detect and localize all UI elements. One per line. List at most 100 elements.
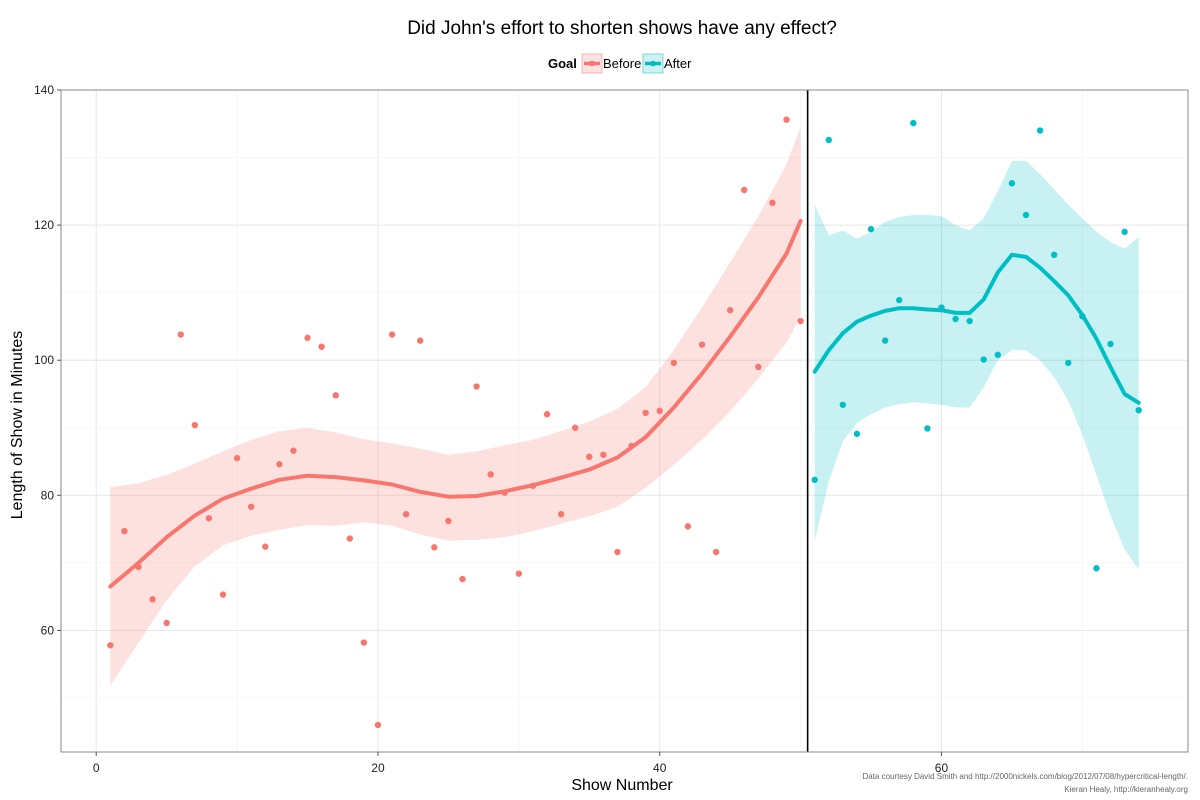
data-point-before: [571, 424, 579, 431]
data-point-before: [712, 548, 720, 556]
data-point-before: [149, 596, 156, 603]
smooth-lines: [108, 219, 1141, 589]
legend-title: Goal: [548, 56, 577, 71]
data-point-before: [233, 454, 241, 462]
data-point-after: [910, 119, 917, 127]
y-axis-title: Length of Show in Minutes: [9, 331, 26, 520]
data-point-after: [839, 401, 847, 408]
data-point-before: [402, 511, 410, 518]
data-point-after: [1107, 340, 1114, 348]
legend-label-before: Before: [603, 56, 641, 71]
data-point-before: [698, 341, 706, 348]
data-point-after: [1022, 211, 1030, 219]
data-point-before: [487, 471, 494, 478]
data-point-before: [332, 392, 339, 399]
data-point-after: [811, 476, 818, 483]
data-point-before: [276, 461, 283, 468]
data-point-before: [755, 363, 762, 371]
data-point-after: [1135, 406, 1142, 414]
data-point-before: [262, 543, 269, 550]
data-point-before: [501, 489, 508, 496]
data-point-before: [515, 570, 523, 577]
data-point-after: [1065, 359, 1072, 367]
data-point-before: [769, 199, 776, 207]
data-point-before: [543, 411, 551, 418]
data-point-before: [318, 343, 325, 350]
data-point-after: [938, 304, 945, 311]
data-point-after: [994, 351, 1002, 358]
data-point-before: [388, 331, 396, 338]
data-points: [107, 116, 1142, 729]
data-point-before: [557, 511, 565, 518]
data-point-before: [459, 575, 466, 583]
data-point-before: [642, 409, 649, 417]
x-tick-label: 40: [653, 761, 667, 775]
y-tick-label: 80: [41, 488, 55, 502]
data-point-before: [219, 591, 227, 598]
data-point-after: [1093, 565, 1100, 572]
y-tick-label: 120: [34, 218, 54, 232]
data-point-before: [135, 563, 142, 571]
data-point-before: [600, 451, 607, 458]
data-point-before: [304, 334, 311, 342]
data-point-after: [980, 356, 987, 363]
y-tick-label: 140: [34, 83, 54, 97]
data-point-before: [473, 383, 480, 390]
data-point-after: [853, 430, 861, 438]
data-point-before: [797, 317, 804, 325]
x-tick-label: 60: [935, 761, 949, 775]
data-point-before: [121, 527, 128, 535]
legend: Goal Before After: [548, 53, 692, 74]
data-point-before: [431, 544, 438, 551]
data-point-before: [684, 523, 692, 530]
data-point-after: [952, 315, 959, 323]
data-point-before: [726, 307, 734, 314]
data-point-before: [783, 116, 790, 123]
chart-title: Did John's effort to shorten shows have …: [407, 18, 837, 39]
legend-key-before-point: [589, 60, 595, 67]
data-point-before: [670, 359, 678, 367]
data-point-before: [374, 721, 382, 729]
y-axis-ticks: 60 80 100 120 140: [34, 83, 61, 637]
data-point-after: [825, 136, 832, 144]
data-point-before: [628, 442, 635, 450]
legend-key-after-point: [650, 60, 656, 67]
y-tick-label: 60: [41, 623, 55, 637]
x-axis-title: Show Number: [571, 777, 673, 794]
data-point-before: [107, 642, 114, 649]
data-point-after: [924, 425, 931, 432]
data-point-after: [966, 317, 973, 325]
smooth-line-after: [812, 252, 1141, 405]
credit-line-2: Kieran Healy, http://kieranhealy.org: [1064, 785, 1188, 794]
data-point-after: [1050, 251, 1058, 259]
data-point-before: [163, 619, 170, 627]
smooth-line-before: [108, 219, 803, 589]
data-point-after: [1121, 228, 1128, 236]
credit-line-1: Data courtesy David Smith and http://200…: [862, 772, 1188, 781]
data-point-after: [896, 296, 903, 304]
data-point-before: [741, 186, 748, 194]
data-point-before: [445, 517, 452, 525]
data-point-after: [1036, 127, 1044, 134]
data-point-after: [867, 225, 875, 233]
data-point-after: [881, 337, 889, 344]
data-point-before: [191, 421, 199, 429]
data-point-before: [614, 548, 621, 556]
data-point-before: [346, 535, 353, 542]
x-tick-label: 20: [371, 761, 385, 775]
confidence-bands: [110, 127, 1139, 686]
x-axis-ticks: 0 20 40 60: [93, 752, 949, 775]
data-point-before: [247, 503, 255, 510]
data-point-after: [1079, 313, 1086, 320]
data-point-before: [656, 407, 663, 415]
data-point-after: [1008, 180, 1016, 187]
confidence-band-after: [814, 160, 1139, 570]
y-tick-label: 100: [34, 353, 54, 367]
x-tick-label: 0: [93, 761, 100, 775]
data-point-before: [177, 331, 184, 338]
plot-panel-border: [60, 89, 1189, 753]
data-point-before: [529, 482, 537, 490]
data-point-before: [205, 515, 213, 522]
data-point-before: [290, 447, 297, 454]
